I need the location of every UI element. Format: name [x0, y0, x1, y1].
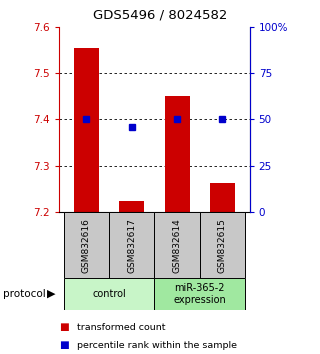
Bar	[64, 212, 109, 278]
Text: ■: ■	[59, 340, 69, 350]
Bar	[109, 212, 155, 278]
Text: GDS5496 / 8024582: GDS5496 / 8024582	[93, 9, 227, 22]
Text: GSM832617: GSM832617	[127, 218, 136, 273]
Text: miR-365-2
expression: miR-365-2 expression	[173, 283, 226, 305]
Text: ▶: ▶	[47, 289, 56, 299]
Text: GSM832615: GSM832615	[218, 218, 227, 273]
Text: ■: ■	[59, 322, 69, 332]
Text: control: control	[92, 289, 126, 299]
Bar	[200, 212, 245, 278]
Text: GSM832614: GSM832614	[172, 218, 181, 273]
Bar	[155, 278, 245, 310]
Bar	[210, 183, 235, 212]
Bar	[155, 212, 200, 278]
Text: transformed count: transformed count	[77, 323, 165, 332]
Bar	[74, 48, 99, 212]
Bar	[64, 278, 155, 310]
Bar	[164, 96, 189, 212]
Bar	[119, 201, 144, 212]
Text: percentile rank within the sample: percentile rank within the sample	[77, 341, 237, 350]
Text: protocol: protocol	[3, 289, 46, 299]
Text: GSM832616: GSM832616	[82, 218, 91, 273]
